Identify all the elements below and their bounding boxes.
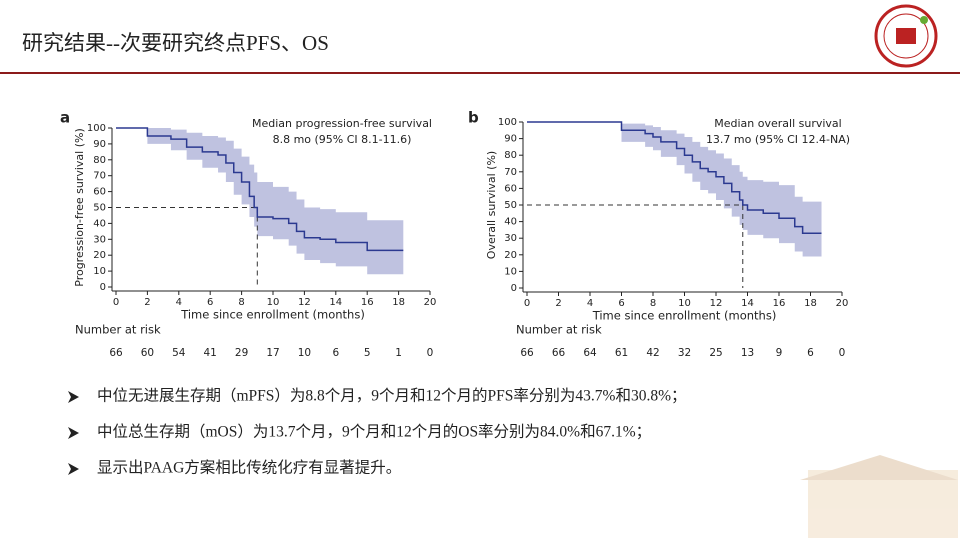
risk-count: 0	[427, 347, 434, 359]
x-tick-label: 20	[424, 297, 437, 308]
x-tick-label: 6	[618, 298, 624, 309]
annotation: Median progression-free survival	[252, 117, 432, 130]
risk-count: 60	[141, 347, 154, 359]
survival-curve	[116, 127, 404, 252]
y-axis-label: Progression-free survival (%)	[73, 128, 86, 287]
x-tick-label: 4	[176, 297, 182, 308]
risk-count: 13	[741, 347, 754, 359]
bullet-text: 显示出PAAG方案相比传统化疗有显著提升。	[97, 459, 401, 477]
x-tick-label: 18	[804, 298, 817, 309]
bullet-text: 中位总生存期（mOS）为13.7个月，9个月和12个月的OS率分别为84.0%和…	[97, 423, 651, 441]
x-tick-label: 2	[144, 297, 150, 308]
risk-count: 6	[807, 347, 814, 359]
x-tick-label: 16	[361, 297, 374, 308]
risk-count: 1	[395, 347, 402, 359]
risk-count: 9	[776, 347, 783, 359]
x-tick-label: 4	[587, 298, 593, 309]
risk-count: 42	[646, 347, 659, 359]
bullet-list: 中位无进展生存期（mPFS）为8.8个月，9个月和12个月的PFS率分别为43.…	[68, 387, 686, 477]
confidence-band	[116, 128, 404, 275]
risk-count: 17	[266, 347, 279, 359]
bullet-arrow	[68, 391, 79, 403]
y-tick-label: 40	[93, 218, 106, 229]
logo-building	[896, 28, 916, 44]
y-tick-label: 60	[504, 183, 517, 194]
x-tick-label: 10	[267, 297, 280, 308]
y-tick-label: 50	[504, 200, 517, 211]
risk-count: 54	[172, 347, 186, 359]
building-illustration	[800, 455, 958, 538]
x-tick-label: 12	[710, 298, 723, 309]
risk-count: 41	[204, 347, 217, 359]
x-tick-label: 14	[741, 298, 754, 309]
risk-count: 66	[109, 347, 123, 359]
y-tick-label: 10	[93, 266, 106, 277]
y-tick-label: 30	[93, 234, 106, 245]
y-tick-label: 70	[504, 167, 517, 178]
y-tick-label: 10	[504, 266, 517, 277]
risk-count: 29	[235, 347, 248, 359]
x-tick-label: 16	[773, 298, 786, 309]
risk-label: Number at risk	[516, 323, 602, 337]
y-tick-label: 70	[93, 171, 106, 182]
logo-inner	[883, 13, 929, 59]
annotation: 13.7 mo (95% CI 12.4-NA)	[706, 133, 850, 146]
x-tick-label: 0	[524, 298, 530, 309]
x-tick-label: 0	[113, 297, 119, 308]
y-tick-label: 30	[504, 233, 517, 244]
risk-count: 66	[552, 347, 566, 359]
x-tick-label: 18	[392, 297, 405, 308]
annotation: Median overall survival	[714, 117, 841, 130]
logo	[874, 4, 938, 68]
risk-count: 32	[678, 347, 691, 359]
risk-count: 6	[332, 347, 339, 359]
x-tick-label: 12	[298, 297, 311, 308]
y-tick-label: 20	[504, 250, 517, 261]
y-tick-label: 20	[93, 250, 106, 261]
x-tick-label: 6	[207, 297, 213, 308]
x-tick-label: 8	[650, 298, 656, 309]
y-tick-label: 90	[504, 134, 517, 145]
y-tick-label: 80	[93, 155, 106, 166]
x-tick-label: 20	[836, 298, 849, 309]
survival-curve	[527, 121, 822, 234]
confidence-band	[527, 122, 822, 257]
building-body	[808, 470, 958, 538]
risk-count: 10	[298, 347, 311, 359]
slide-title: 研究结果--次要研究终点PFS、OS	[22, 31, 329, 55]
building-roof	[800, 455, 958, 480]
panel-letter: b	[468, 109, 479, 127]
y-tick-label: 0	[511, 283, 517, 294]
y-tick-label: 100	[498, 117, 517, 128]
risk-count: 66	[520, 347, 534, 359]
x-tick-label: 10	[678, 298, 691, 309]
bullet-arrow	[68, 463, 79, 475]
x-tick-label: 2	[555, 298, 561, 309]
risk-count: 25	[709, 347, 722, 359]
bullet-arrow	[68, 427, 79, 439]
x-axis-label: Time since enrollment (months)	[592, 309, 777, 323]
y-tick-label: 100	[87, 123, 106, 134]
risk-count: 0	[839, 347, 846, 359]
x-tick-label: 14	[329, 297, 342, 308]
risk-count: 61	[615, 347, 628, 359]
y-tick-label: 80	[504, 150, 517, 161]
y-tick-label: 0	[100, 282, 106, 293]
y-tick-label: 50	[93, 203, 106, 214]
bullet-text: 中位无进展生存期（mPFS）为8.8个月，9个月和12个月的PFS率分别为43.…	[97, 387, 686, 405]
panel-letter: a	[60, 109, 70, 127]
y-tick-label: 90	[93, 139, 106, 150]
risk-count: 5	[364, 347, 371, 359]
y-tick-label: 60	[93, 187, 106, 198]
risk-label: Number at risk	[75, 323, 161, 337]
annotation: 8.8 mo (95% CI 8.1-11.6)	[273, 133, 412, 146]
risk-count: 64	[583, 347, 597, 359]
x-tick-label: 8	[238, 297, 244, 308]
y-axis-label: Overall survival (%)	[485, 151, 498, 259]
y-tick-label: 40	[504, 217, 517, 228]
x-axis-label: Time since enrollment (months)	[180, 308, 365, 322]
logo-leaf	[920, 16, 928, 24]
